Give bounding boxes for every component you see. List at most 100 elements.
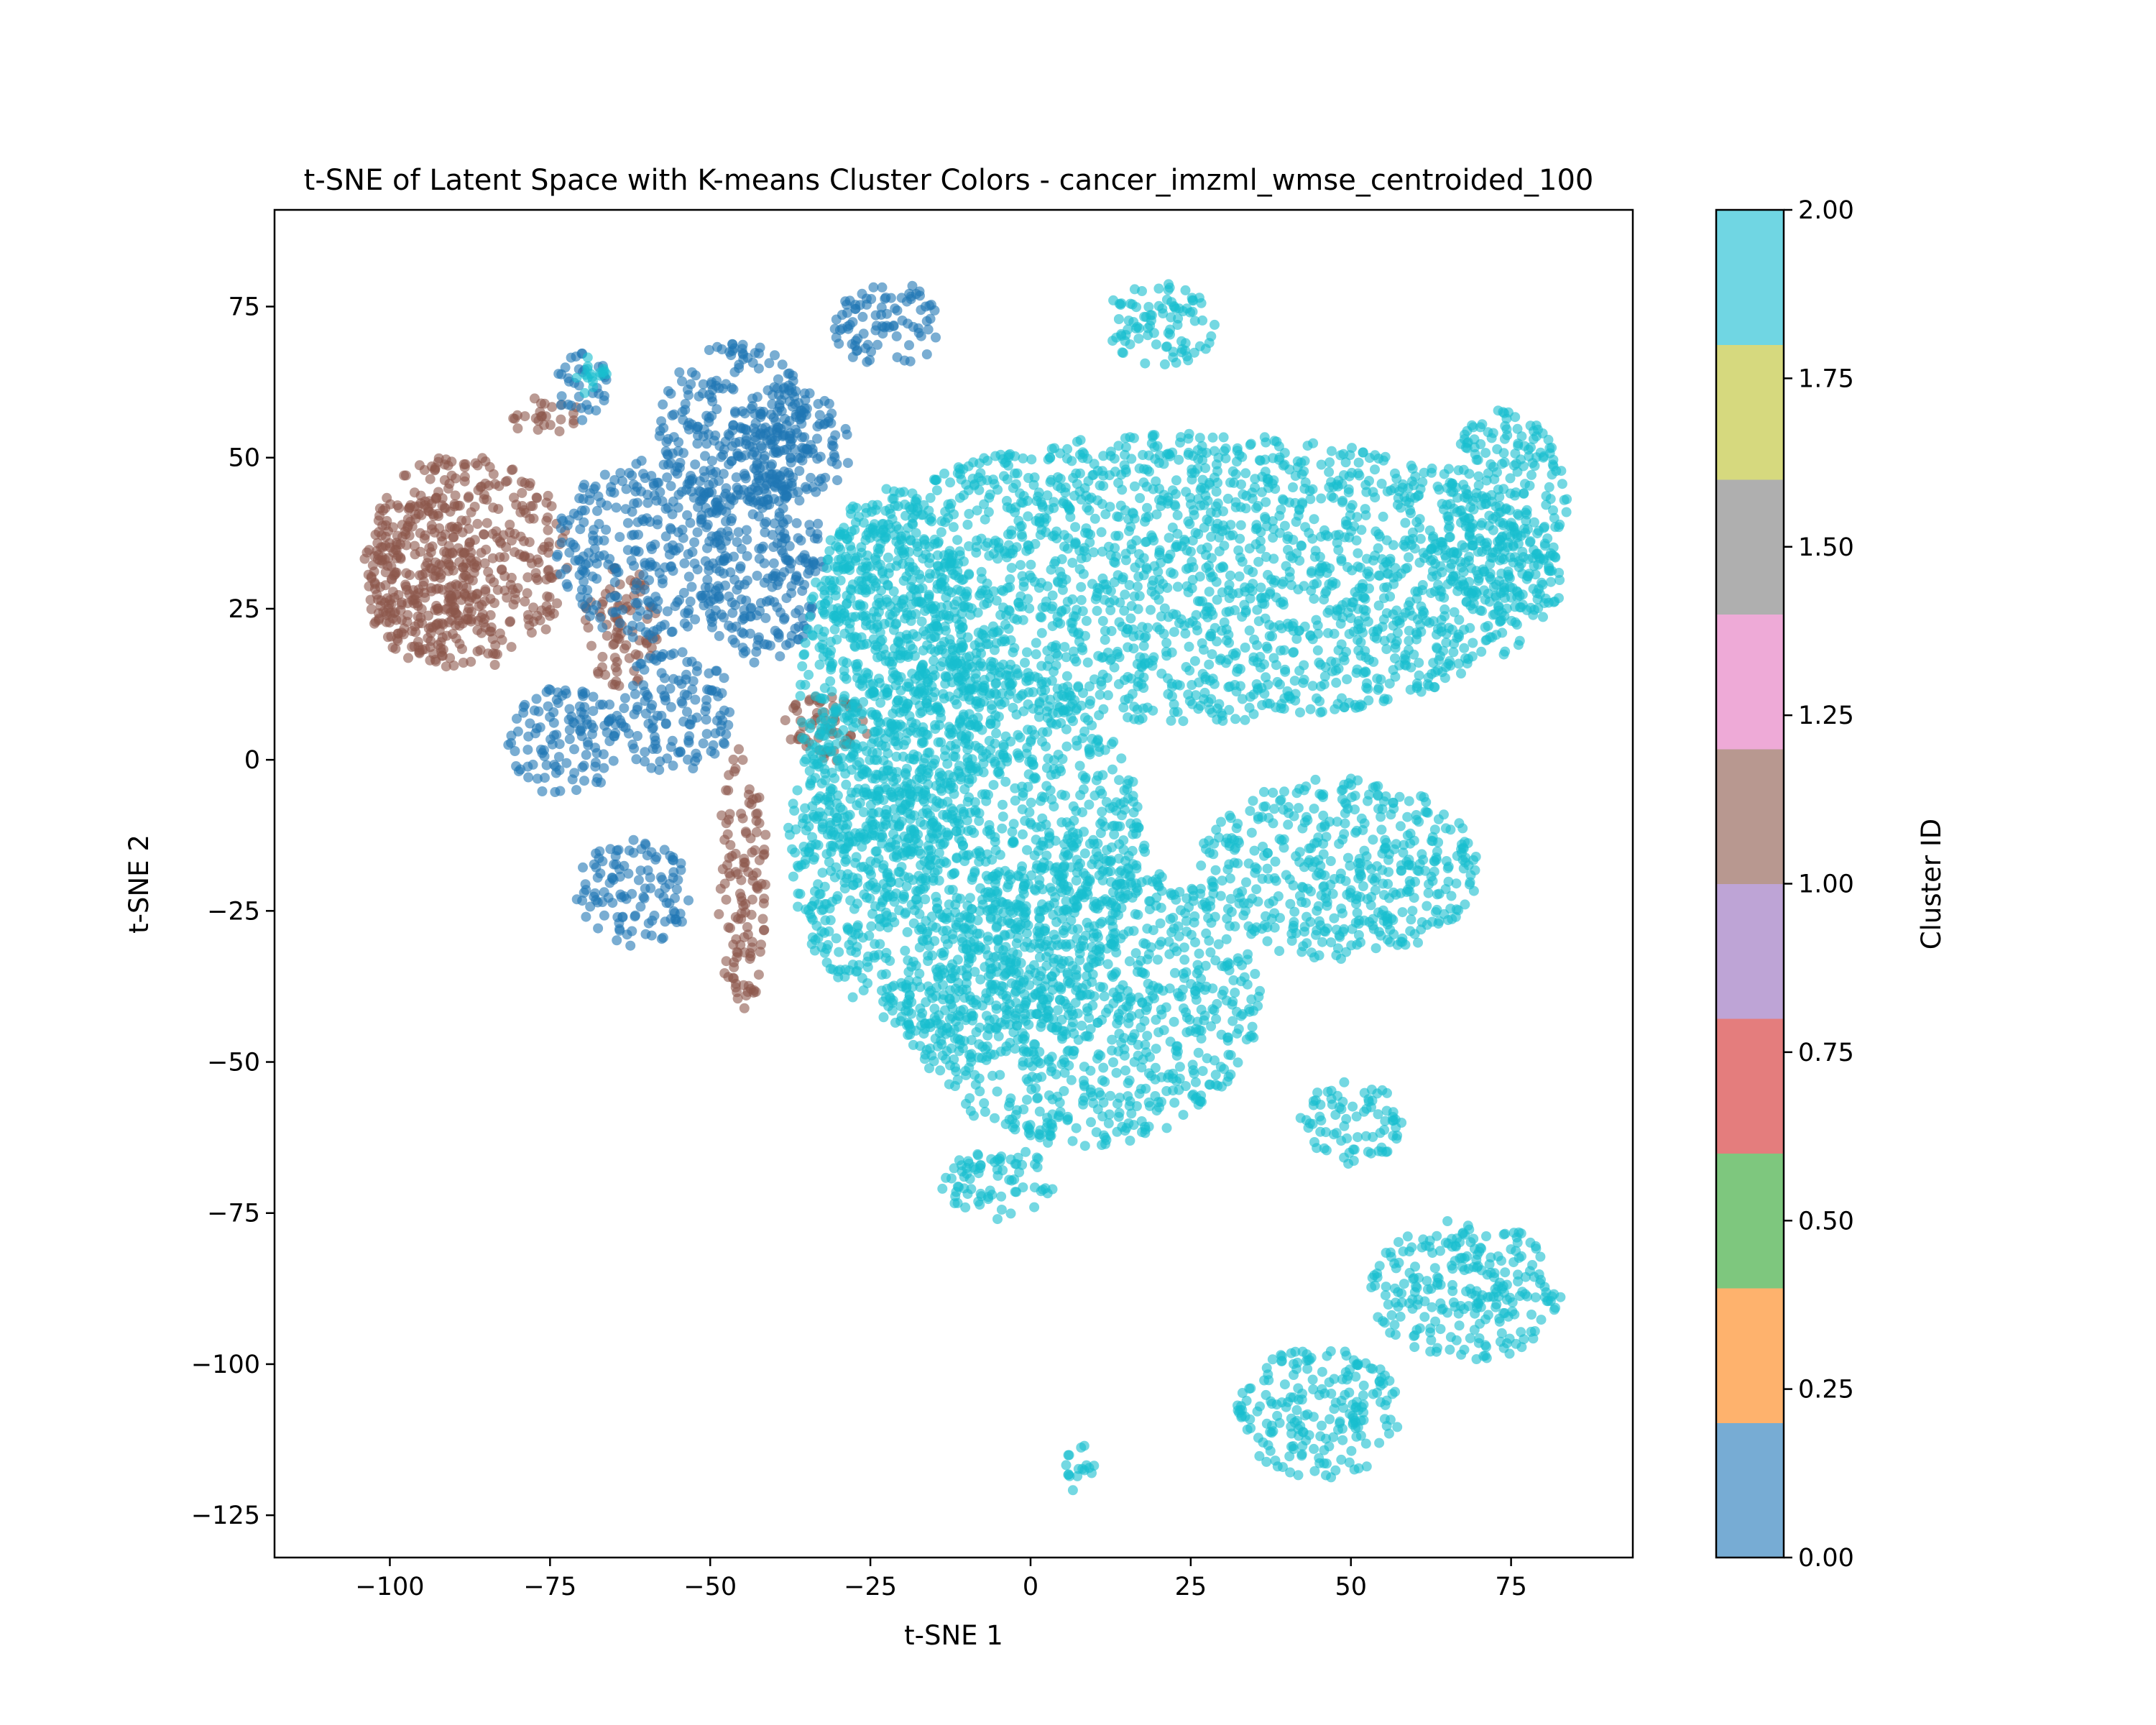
scatter-point — [1381, 644, 1392, 655]
cluster-1-region-3 — [714, 744, 771, 1013]
scatter-point — [1351, 535, 1362, 546]
scatter-point — [1008, 482, 1018, 493]
scatter-point — [1212, 498, 1223, 509]
scatter-point — [553, 369, 564, 380]
scatter-point — [1465, 622, 1475, 633]
scatter-point — [585, 901, 596, 912]
scatter-point — [723, 429, 734, 440]
scatter-point — [402, 617, 413, 627]
scatter-point — [799, 432, 810, 443]
scatter-point — [1143, 450, 1154, 461]
scatter-point — [433, 603, 443, 614]
scatter-point — [1327, 580, 1337, 591]
scatter-point — [1184, 665, 1195, 676]
scatter-point — [752, 882, 763, 893]
scatter-point — [1368, 656, 1379, 667]
scatter-point — [685, 518, 696, 528]
scatter-point — [1083, 528, 1093, 538]
scatter-point — [1061, 671, 1072, 681]
scatter-point — [665, 561, 676, 572]
scatter-point — [735, 939, 746, 950]
scatter-point — [510, 528, 520, 539]
scatter-point — [532, 492, 543, 503]
scatter-point — [1171, 475, 1181, 486]
scatter-point — [1138, 640, 1149, 651]
scatter-point — [581, 400, 592, 410]
scatter-point — [665, 650, 676, 661]
scatter-point — [1120, 442, 1131, 453]
scatter-point — [738, 648, 749, 658]
scatter-point — [739, 1003, 750, 1013]
scatter-point — [1373, 529, 1384, 540]
scatter-point — [741, 828, 752, 839]
scatter-point — [623, 728, 634, 739]
scatter-point — [661, 898, 672, 908]
scatter-point — [413, 618, 424, 629]
scatter-point — [528, 513, 539, 524]
scatter-point — [506, 642, 517, 653]
scatter-point — [652, 604, 663, 615]
scatter-point — [992, 627, 1003, 638]
scatter-point — [678, 533, 688, 543]
scatter-point — [1004, 689, 1014, 700]
scatter-point — [592, 505, 602, 516]
scatter-point — [692, 438, 703, 449]
scatter-point — [1138, 553, 1149, 564]
scatter-point — [476, 612, 487, 623]
scatter-point — [562, 520, 573, 530]
scatter-point — [627, 470, 637, 481]
scatter-point — [1218, 562, 1229, 573]
scatter-point — [1098, 451, 1109, 461]
scatter-point — [719, 739, 730, 749]
scatter-point — [1261, 551, 1271, 562]
scatter-point — [820, 472, 831, 483]
scatter-point — [595, 868, 606, 879]
scatter-point — [757, 496, 768, 507]
scatter-point — [425, 655, 436, 666]
scatter-point — [1299, 621, 1310, 632]
scatter-point — [1183, 689, 1194, 700]
scatter-point — [452, 581, 463, 591]
scatter-point — [1328, 492, 1339, 503]
scatter-point — [1262, 474, 1273, 484]
scatter-point — [1035, 612, 1046, 622]
scatter-point — [577, 762, 588, 773]
scatter-point — [1129, 481, 1140, 492]
scatter-point — [779, 466, 790, 477]
scatter-point — [788, 703, 799, 714]
scatter-point — [991, 595, 1002, 606]
scatter-point — [1356, 525, 1367, 535]
scatter-point — [590, 481, 601, 492]
scatter-point — [958, 464, 969, 474]
scatter-point — [731, 472, 742, 483]
scatter-point — [1036, 661, 1047, 671]
scatter-point — [1100, 635, 1110, 645]
scatter-point — [747, 509, 758, 520]
scatter-point — [651, 495, 662, 506]
scatter-point — [593, 923, 604, 934]
scatter-point — [1161, 646, 1171, 657]
scatter-point — [778, 519, 789, 530]
scatter-point — [812, 454, 823, 464]
scatter-point — [1206, 531, 1217, 542]
scatter-point — [584, 494, 595, 505]
scatter-point — [1197, 638, 1207, 648]
scatter-point — [979, 599, 990, 610]
scatter-point — [1346, 602, 1357, 612]
scatter-point — [690, 459, 701, 470]
scatter-point — [555, 786, 566, 796]
scatter-point — [718, 469, 729, 479]
scatter-point — [1031, 773, 1041, 783]
scatter-point — [725, 840, 736, 850]
scatter-point — [756, 543, 767, 554]
scatter-point — [1262, 643, 1273, 654]
scatter-point — [1184, 428, 1194, 439]
scatter-point — [1095, 828, 1106, 838]
scatter-point — [359, 553, 370, 564]
scatter-point — [654, 765, 665, 776]
scatter-point — [1158, 628, 1169, 639]
scatter-point — [681, 674, 691, 685]
scatter-point — [1135, 652, 1146, 663]
scatter-point — [791, 824, 801, 834]
scatter-point — [694, 476, 705, 487]
